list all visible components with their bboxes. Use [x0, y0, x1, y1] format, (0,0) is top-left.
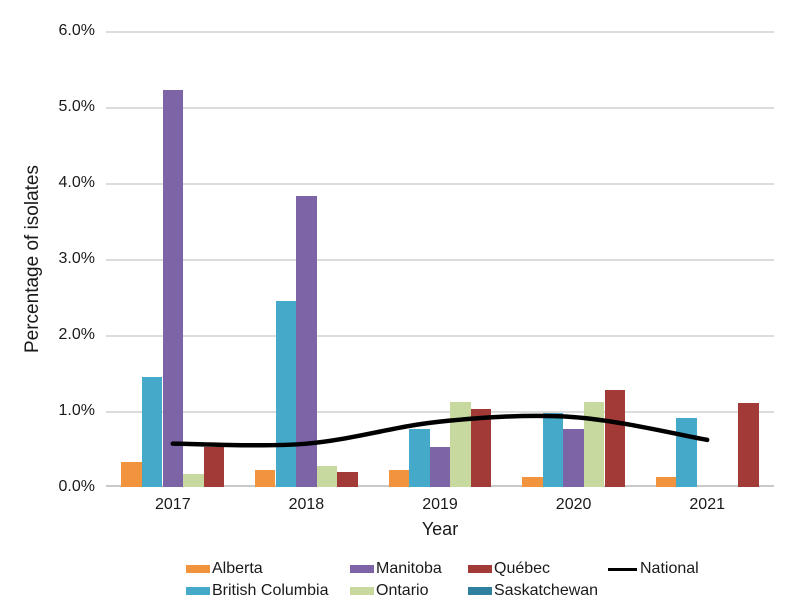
gridline-6.0%	[106, 31, 774, 33]
legend-label-qu-bec: Québec	[494, 560, 551, 577]
legend-color-swatch-alberta	[186, 565, 210, 573]
legend-label-ontario: Ontario	[376, 582, 429, 599]
legend-label-british-columbia: British Columbia	[212, 582, 329, 599]
legend-column-3: Québec Saskatchewan	[468, 558, 598, 602]
y-tick-label-6.0%: 6.0%	[58, 22, 95, 39]
x-tick-label-2018: 2018	[288, 496, 325, 513]
legend-line-swatch-national	[608, 567, 637, 571]
gridline-3.0%	[106, 259, 774, 261]
bar-british-columbia-2017	[141, 376, 163, 487]
bar-qu-bec-2021	[738, 403, 759, 487]
y-tick-label-5.0%: 5.0%	[58, 98, 95, 115]
legend-label-national: National	[640, 560, 699, 577]
bar-alberta-2020	[522, 477, 543, 487]
y-tick-label-4.0%: 4.0%	[58, 174, 95, 191]
legend-color-swatch-british-columbia	[186, 587, 210, 595]
legend-item-qu-bec: Québec	[468, 558, 598, 580]
gridline-4.0%	[106, 183, 774, 185]
bar-manitoba-2020	[563, 429, 584, 487]
bar-qu-bec-2019	[470, 408, 492, 487]
y-tick-label-0.0%: 0.0%	[58, 478, 95, 495]
bar-qu-bec-2017	[203, 446, 225, 487]
national-line	[170, 413, 710, 448]
bar-british-columbia-2021	[676, 417, 697, 487]
bar-ontario-2018	[316, 465, 338, 487]
bar-british-columbia-2020	[542, 413, 564, 487]
legend-label-alberta: Alberta	[212, 560, 263, 577]
legend-column-1: Alberta British Columbia	[186, 558, 328, 602]
legend-label-saskatchewan: Saskatchewan	[494, 582, 599, 599]
bar-ontario-2017	[183, 474, 204, 487]
y-tick-label-2.0%: 2.0%	[58, 326, 95, 343]
legend-color-swatch-manitoba	[350, 565, 374, 573]
legend-column-2: Manitoba Ontario	[350, 558, 442, 602]
bar-alberta-2018	[254, 470, 276, 487]
legend-item-british-columbia: British Columbia	[186, 580, 328, 602]
legend-color-swatch-saskatchewan	[468, 587, 492, 595]
bar-manitoba-2018	[296, 195, 317, 487]
x-tick-label-2021: 2021	[689, 496, 725, 513]
x-axis-title: Year	[421, 519, 459, 539]
bar-alberta-2017	[121, 461, 142, 487]
x-tick-label-2017: 2017	[155, 496, 191, 513]
legend-column-4: National	[608, 558, 699, 580]
legend-item-ontario: Ontario	[350, 580, 442, 602]
legend-color-swatch-ontario	[350, 587, 374, 595]
bar-ontario-2019	[450, 401, 471, 487]
bar-manitoba-2017	[162, 90, 184, 487]
gridline-1.0%	[106, 411, 774, 413]
legend-item-saskatchewan: Saskatchewan	[468, 580, 598, 602]
bar-qu-bec-2020	[604, 390, 626, 487]
gridline-5.0%	[106, 107, 774, 109]
legend-color-swatch-qu-bec	[468, 565, 492, 573]
y-tick-label-3.0%: 3.0%	[58, 250, 95, 267]
bar-qu-bec-2018	[337, 471, 358, 487]
x-tick-label-2019: 2019	[422, 496, 458, 513]
bar-alberta-2019	[388, 470, 410, 487]
bar-british-columbia-2018	[275, 300, 297, 487]
legend-item-national: National	[608, 558, 699, 580]
bar-manitoba-2019	[429, 446, 451, 487]
legend-item-manitoba: Manitoba	[350, 558, 442, 580]
gridline-2.0%	[106, 335, 774, 337]
bar-british-columbia-2019	[409, 429, 430, 487]
legend-label-manitoba: Manitoba	[376, 560, 442, 577]
bar-ontario-2020	[583, 401, 605, 487]
bar-alberta-2021	[655, 477, 677, 487]
plot-area	[106, 31, 774, 487]
y-tick-label-1.0%: 1.0%	[58, 402, 95, 419]
legend-item-alberta: Alberta	[186, 558, 328, 580]
x-tick-label-2020: 2020	[555, 496, 592, 513]
